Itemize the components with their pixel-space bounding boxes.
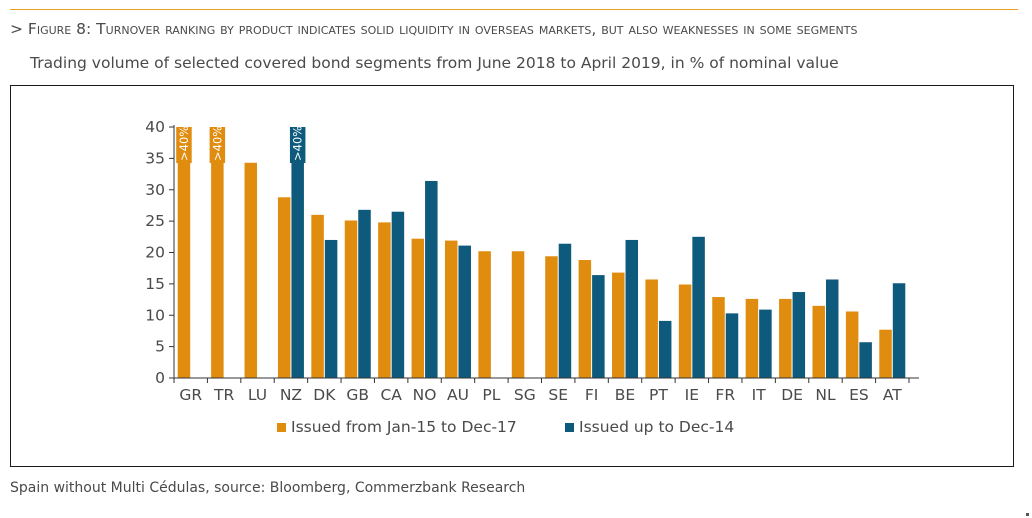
y-tick-label: 15 <box>145 275 165 293</box>
bar-orange-gr <box>177 127 191 378</box>
bar-orange-de <box>779 298 792 378</box>
bar-orange-be <box>612 272 625 378</box>
bar-blue-at <box>892 283 906 378</box>
x-tick-label: GB <box>346 386 369 404</box>
bar-blue-fr <box>725 313 739 378</box>
bar-orange-sg <box>511 251 525 378</box>
bar-blue-de <box>792 292 806 378</box>
chart-frame: 0 5 10 15 20 25 30 35 40 >40% >40% >40% GR TR LU NZ DK GB… <box>10 85 1014 467</box>
x-tick-label: DK <box>313 386 336 404</box>
y-tick-label: 10 <box>145 306 165 324</box>
corner-dot <box>1026 513 1029 516</box>
bar-blue-nz <box>291 127 304 378</box>
bar-orange-at <box>879 329 892 378</box>
x-tick-label: SE <box>548 386 568 404</box>
x-tick-label: NL <box>815 386 836 404</box>
bar-data-label: >40% <box>210 126 224 161</box>
legend-label: Issued from Jan-15 to Dec-17 <box>291 418 517 436</box>
figure-title: > Figure 8: Turnover ranking by product … <box>10 20 858 38</box>
x-tick-label: TR <box>213 386 234 404</box>
bar-chart: 0 5 10 15 20 25 30 35 40 >40% >40% >40% GR TR LU NZ DK GB… <box>145 118 919 436</box>
bar-orange-nl <box>812 305 825 378</box>
bar-orange-es <box>845 311 859 378</box>
legend-label: Issued up to Dec-14 <box>579 418 734 436</box>
x-tick-label: NO <box>413 386 437 404</box>
bar-blue-dk <box>324 239 338 378</box>
bar-blue-gb <box>358 209 371 378</box>
bar-blue-fi <box>592 275 605 378</box>
x-tick-label: PL <box>482 386 500 404</box>
bar-label-box <box>209 127 226 163</box>
bar-orange-fi <box>578 260 592 378</box>
bar-orange-lu <box>244 162 258 378</box>
bar-orange-pt <box>645 279 658 378</box>
legend-swatch-blue <box>565 423 574 432</box>
bar-orange-nz <box>277 197 291 378</box>
bar-blue-au <box>458 245 471 378</box>
bar-label-box <box>176 127 192 163</box>
bar-orange-pl <box>478 251 491 378</box>
title-rule <box>10 9 1018 10</box>
bar-orange-se <box>545 256 558 378</box>
bar-blue-se <box>558 243 572 378</box>
x-tick-label: AU <box>447 386 469 404</box>
bar-blue-es <box>859 342 872 378</box>
bar-orange-au <box>444 240 458 378</box>
bar-blue-no <box>425 180 438 378</box>
x-tick-label: ES <box>849 386 869 404</box>
y-tick-label: 40 <box>145 118 165 136</box>
y-tick-label: 0 <box>155 369 165 387</box>
y-tick-label: 30 <box>145 181 165 199</box>
legend-swatch-orange <box>277 423 286 432</box>
x-tick-label: IT <box>752 386 767 404</box>
bar-blue-ie <box>692 236 705 378</box>
bar-blue-pt <box>658 320 672 378</box>
bar-orange-no <box>411 238 425 378</box>
bar-label-box <box>289 127 306 163</box>
bar-blue-ca <box>391 211 405 378</box>
y-tick-label: 20 <box>145 244 165 262</box>
bar-orange-dk <box>311 214 324 378</box>
bar-orange-gb <box>344 220 358 378</box>
x-tick-label: CA <box>380 386 402 404</box>
bar-orange-fr <box>712 297 725 378</box>
x-tick-label: NZ <box>280 386 302 404</box>
x-tick-label: PT <box>649 386 668 404</box>
bar-blue-it <box>759 309 772 378</box>
x-tick-label: BE <box>615 386 635 404</box>
x-tick-label: DE <box>781 386 803 404</box>
x-tick-label: LU <box>248 386 267 404</box>
bar-orange-it <box>745 298 759 378</box>
y-tick-label: 35 <box>145 149 165 167</box>
bar-orange-ca <box>378 222 391 378</box>
bar-orange-ie <box>678 284 692 378</box>
bar-blue-nl <box>825 279 839 378</box>
x-tick-label: GR <box>179 386 202 404</box>
figure-subtitle: Trading volume of selected covered bond … <box>30 54 839 72</box>
x-tick-label: AT <box>883 386 902 404</box>
bar-data-label: >40% <box>177 126 191 161</box>
bar-blue-be <box>625 239 639 378</box>
x-tick-label: SG <box>514 386 536 404</box>
bar-data-label: >40% <box>291 126 305 161</box>
y-tick-label: 5 <box>155 338 165 356</box>
y-tick-label: 25 <box>145 212 165 230</box>
bar-orange-tr <box>211 127 224 378</box>
figure-source-note: Spain without Multi Cédulas, source: Blo… <box>10 480 526 496</box>
x-tick-label: IE <box>685 386 699 404</box>
x-tick-label: FR <box>715 386 735 404</box>
x-tick-label: FI <box>585 386 599 404</box>
